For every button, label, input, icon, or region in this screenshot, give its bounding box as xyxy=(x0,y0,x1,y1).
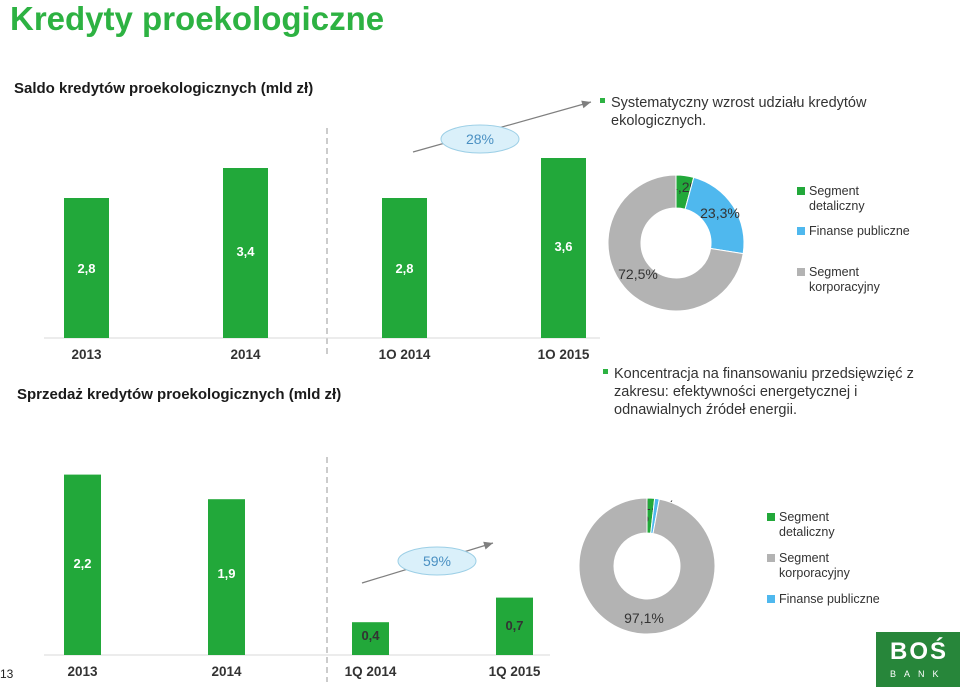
bar xyxy=(382,198,427,338)
bar xyxy=(208,499,245,655)
legend-bottom-detaliczny: Segment detaliczny xyxy=(767,510,867,540)
logo-sub: BANK xyxy=(890,669,947,679)
category-tick-label: 2013 xyxy=(71,347,102,362)
category-tick-label: 1Q 2014 xyxy=(345,664,397,679)
legend-swatch xyxy=(797,268,805,276)
logo-word: BOŚ xyxy=(890,638,949,665)
sprzedaz-chart-title: Sprzedaż kredytów proekologicznych (mld … xyxy=(17,386,342,403)
bullet-square-icon xyxy=(603,369,608,374)
legend-label: Finanse publiczne xyxy=(779,592,880,606)
page-title: Kredyty proekologiczne xyxy=(10,0,385,37)
category-tick-label: 2014 xyxy=(211,664,242,679)
legend-swatch xyxy=(797,187,805,195)
bullet-bottom-text: Koncentracja na finansowaniu przedsięwzi… xyxy=(614,366,914,418)
legend-label: Segment detaliczny xyxy=(809,184,865,213)
bar-value-label: 0,7 xyxy=(505,618,523,633)
bar-value-label: 2,8 xyxy=(77,261,95,276)
bullet-bottom: Koncentracja na finansowaniu przedsięwzi… xyxy=(603,365,933,419)
bar xyxy=(352,622,389,655)
legend-top-detaliczny: Segment detaliczny xyxy=(797,184,887,214)
bar-value-label: 1,9 xyxy=(217,566,235,581)
legend-bottom-finanse: Finanse publiczne xyxy=(767,592,907,607)
bar xyxy=(64,198,109,338)
legend-top-korporacyjny: Segment korporacyjny xyxy=(797,265,897,295)
donut-slice-label: 97,1% xyxy=(624,610,664,626)
legend-label: Finanse publiczne xyxy=(809,224,910,238)
bullet-top-text: Systematyczny wzrost udziału kredytów ek… xyxy=(611,95,867,129)
bos-bank-logo: BOŚ BANK xyxy=(876,632,960,687)
growth-badge-label: 28% xyxy=(466,131,494,147)
bar-value-label: 2,2 xyxy=(73,556,91,571)
donut-slice xyxy=(578,497,716,635)
legend-label: Segment korporacyjny xyxy=(779,551,850,580)
bar-value-label: 2,8 xyxy=(395,261,413,276)
bar xyxy=(541,158,586,338)
growth-badge-label: 59% xyxy=(423,553,451,569)
donut-slice xyxy=(607,174,744,312)
donut-slice-label: 23,3% xyxy=(700,205,740,221)
legend-swatch xyxy=(797,227,805,235)
saldo-chart-title: Saldo kredytów proekologicznych (mld zł) xyxy=(14,80,314,97)
bullet-top: Systematyczny wzrost udziału kredytów ek… xyxy=(600,94,900,130)
bar xyxy=(496,597,533,655)
bar-value-label: 0,4 xyxy=(361,628,380,643)
trend-arrow-head-icon xyxy=(581,100,591,109)
trend-arrow-head-icon xyxy=(483,541,493,550)
page-number: 13 xyxy=(0,667,14,681)
bar-value-label: 3,6 xyxy=(554,239,572,254)
legend-label: Segment detaliczny xyxy=(779,510,835,539)
donut-slice-label: 72,5% xyxy=(618,266,658,282)
category-tick-label: 1Q 2015 xyxy=(489,664,541,679)
category-tick-label: 1O 2014 xyxy=(379,347,431,362)
category-tick-label: 1O 2015 xyxy=(538,347,590,362)
legend-swatch xyxy=(767,554,775,562)
bullet-square-icon xyxy=(600,98,605,103)
legend-swatch xyxy=(767,513,775,521)
legend-label: Segment korporacyjny xyxy=(809,265,880,294)
legend-top-finanse: Finanse publiczne xyxy=(797,224,927,239)
bar-value-label: 3,4 xyxy=(236,244,255,259)
legend-swatch xyxy=(767,595,775,603)
growth-badge xyxy=(397,546,477,576)
category-tick-label: 2013 xyxy=(67,664,98,679)
growth-badge xyxy=(440,124,520,154)
legend-bottom-korporacyjny: Segment korporacyjny xyxy=(767,551,867,581)
category-tick-label: 2014 xyxy=(230,347,261,362)
bar xyxy=(64,474,101,655)
bar xyxy=(223,168,268,338)
